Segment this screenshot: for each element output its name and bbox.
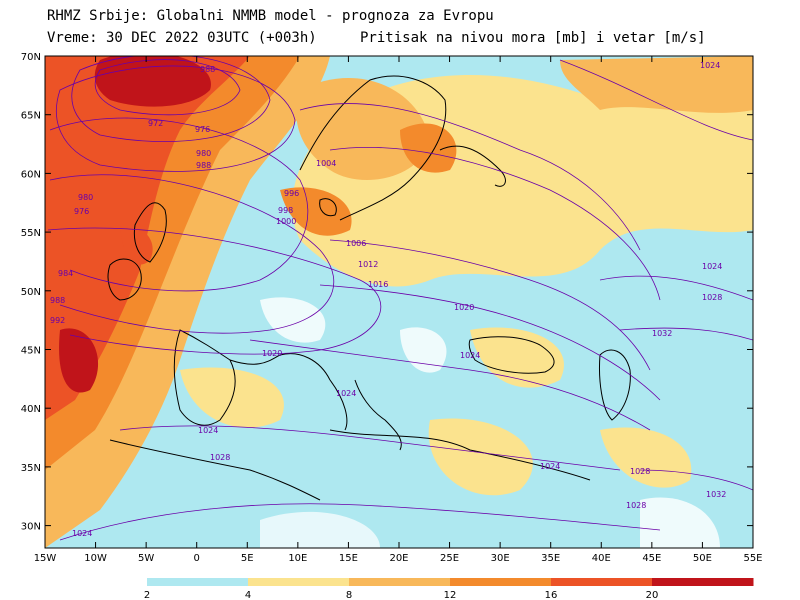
- lat-label: 70N: [21, 52, 41, 63]
- isobars: [47, 56, 753, 541]
- isobar-label: 980: [196, 149, 211, 158]
- wind-speed-field: [45, 56, 753, 548]
- colorbar-segment: [652, 578, 754, 586]
- isobar-label: 1012: [358, 260, 378, 269]
- isobar-label: 1024: [700, 61, 720, 70]
- isobar-label: 1028: [626, 501, 646, 510]
- isobar-labels: 988 972 976 980 988 980 976 984 988 992 …: [50, 61, 726, 538]
- colorbar-label: 20: [646, 590, 659, 600]
- lat-label: 45N: [21, 346, 41, 357]
- isobar-label: 976: [195, 125, 210, 134]
- lat-label: 50N: [21, 287, 41, 298]
- isobar-label: 972: [148, 119, 163, 128]
- lon-label: 20E: [389, 553, 408, 564]
- lon-label: 10E: [288, 553, 307, 564]
- isobar-label: 988: [200, 65, 215, 74]
- chart-title: RHMZ Srbije: Globalni NMMB model - progn…: [47, 8, 494, 24]
- isobar-label: 998: [278, 206, 293, 215]
- colorbar-label: 4: [245, 590, 251, 600]
- lon-label: 35E: [541, 553, 560, 564]
- isobar-label: 1028: [702, 293, 722, 302]
- lon-label: 0: [194, 553, 200, 564]
- isobar-label: 1020: [262, 349, 282, 358]
- colorbar-segment: [551, 578, 653, 586]
- lon-label: 15W: [34, 553, 57, 564]
- colorbar: 2 4 8 12 16 20: [144, 578, 754, 600]
- lon-label: 50E: [693, 553, 712, 564]
- latitude-axis: 70N 65N 60N 55N 50N 45N 40N 35N 30N: [21, 52, 753, 533]
- isobar-label: 980: [78, 193, 93, 202]
- colorbar-segment: [349, 578, 451, 586]
- lat-label: 55N: [21, 228, 41, 239]
- isobar-label: 1000: [276, 217, 296, 226]
- lat-label: 65N: [21, 111, 41, 122]
- isobar-label: 1024: [336, 389, 356, 398]
- colorbar-label: 12: [444, 590, 457, 600]
- lon-label: 10W: [84, 553, 107, 564]
- isobar-label: 1032: [706, 490, 726, 499]
- map-area: 988 972 976 980 988 980 976 984 988 992 …: [45, 56, 753, 548]
- isobar-label: 1024: [198, 426, 218, 435]
- isobar-label: 1016: [368, 280, 388, 289]
- isobar-label: 988: [50, 296, 65, 305]
- lon-label: 25E: [440, 553, 459, 564]
- field-description: Pritisak na nivou mora [mb] i vetar [m/s…: [360, 30, 706, 46]
- colorbar-label: 8: [346, 590, 352, 600]
- isobar-label: 1028: [630, 467, 650, 476]
- isobar-label: 1028: [210, 453, 230, 462]
- isobar-label: 992: [50, 316, 65, 325]
- isobar-label: 1024: [540, 462, 560, 471]
- lat-label: 35N: [21, 463, 41, 474]
- lat-label: 60N: [21, 169, 41, 180]
- isobar-label: 1020: [454, 303, 474, 312]
- lon-label: 40E: [592, 553, 611, 564]
- valid-time: Vreme: 30 DEC 2022 03UTC (+003h): [47, 30, 317, 46]
- lat-label: 30N: [21, 522, 41, 533]
- colorbar-segment: [248, 578, 350, 586]
- lon-label: 30E: [491, 553, 510, 564]
- isobar-label: 1032: [652, 329, 672, 338]
- lon-label: 45E: [642, 553, 661, 564]
- colorbar-segment: [450, 578, 552, 586]
- isobar-label: 1006: [346, 239, 366, 248]
- lon-label: 15E: [339, 553, 358, 564]
- isobar-label: 976: [74, 207, 89, 216]
- isobar-label: 1004: [316, 159, 336, 168]
- lon-label: 55E: [743, 553, 762, 564]
- colorbar-label: 16: [545, 590, 558, 600]
- coastlines: [107, 75, 631, 501]
- isobar-label: 1024: [72, 529, 92, 538]
- longitude-axis: 15W 10W 5W 0 5E 10E 15E 20E 25E 30E 35E 40E 45E 50E 55…: [34, 56, 763, 564]
- isobar-label: 1024: [702, 262, 722, 271]
- colorbar-segment: [147, 578, 249, 586]
- lon-label: 5E: [241, 553, 254, 564]
- colorbar-label: 2: [144, 590, 150, 600]
- lon-label: 5W: [138, 553, 154, 564]
- isobar-label: 984: [58, 269, 73, 278]
- lat-label: 40N: [21, 404, 41, 415]
- isobar-label: 988: [196, 161, 211, 170]
- isobar-label: 1024: [460, 351, 480, 360]
- isobar-label: 996: [284, 189, 299, 198]
